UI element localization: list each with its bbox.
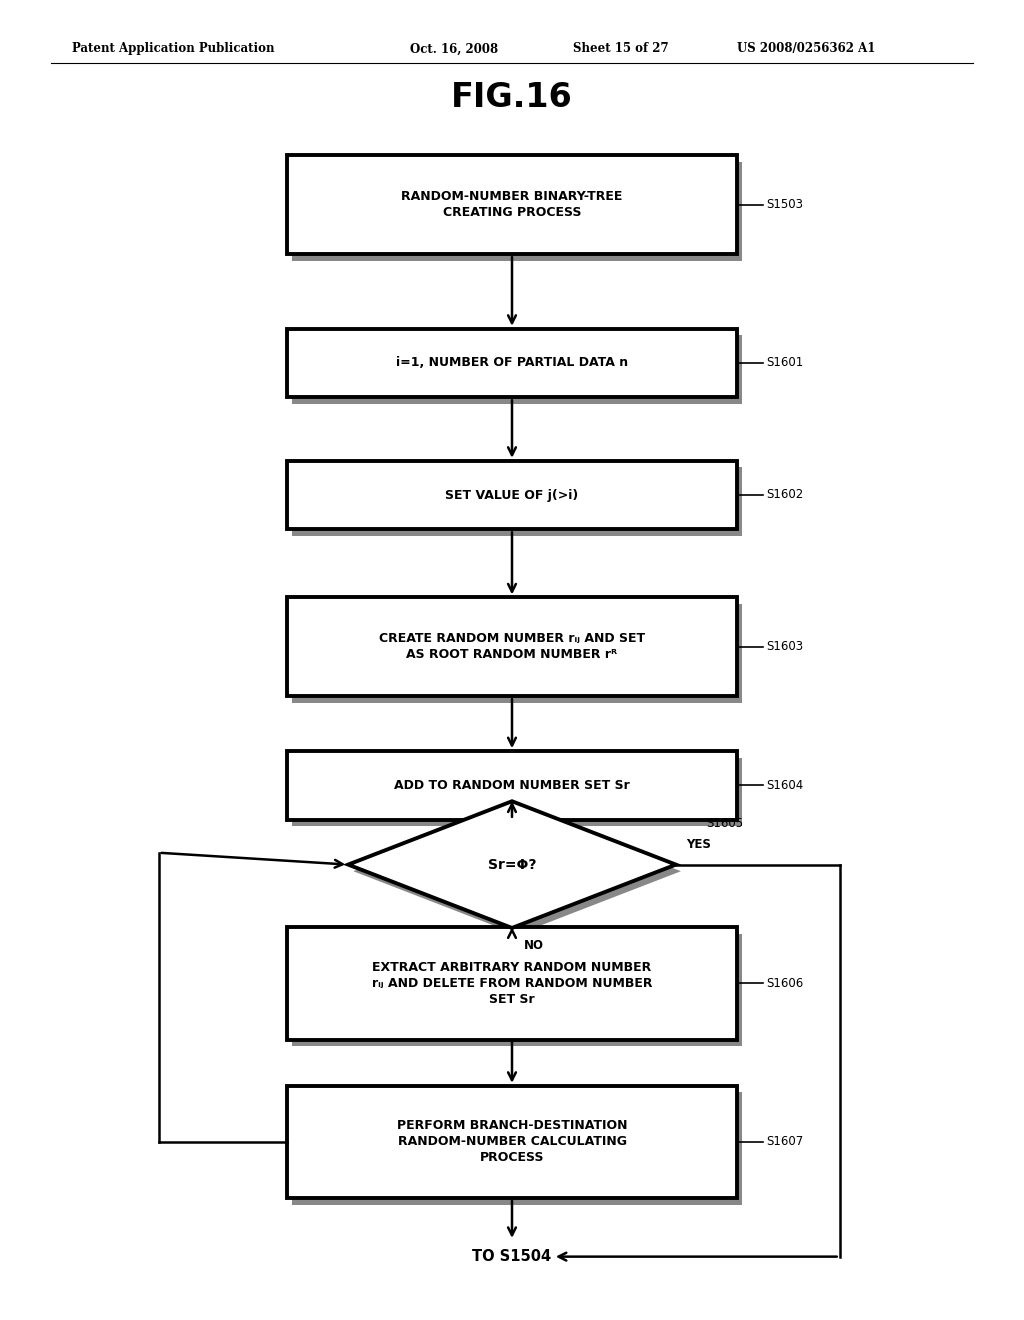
Text: NO: NO bbox=[524, 939, 545, 952]
Bar bbox=[287, 154, 737, 253]
Text: YES: YES bbox=[686, 838, 711, 851]
Bar bbox=[292, 1093, 742, 1204]
Bar bbox=[287, 1085, 737, 1199]
Text: ADD TO RANDOM NUMBER SET Sr: ADD TO RANDOM NUMBER SET Sr bbox=[394, 779, 630, 792]
Text: S1503: S1503 bbox=[766, 198, 803, 211]
Text: PERFORM BRANCH-DESTINATION
RANDOM-NUMBER CALCULATING
PROCESS: PERFORM BRANCH-DESTINATION RANDOM-NUMBER… bbox=[396, 1119, 628, 1164]
Text: i=1, NUMBER OF PARTIAL DATA n: i=1, NUMBER OF PARTIAL DATA n bbox=[396, 356, 628, 370]
Text: Patent Application Publication: Patent Application Publication bbox=[72, 42, 274, 55]
Polygon shape bbox=[353, 808, 681, 935]
Text: EXTRACT ARBITRARY RANDOM NUMBER
rᵢⱼ AND DELETE FROM RANDOM NUMBER
SET Sr: EXTRACT ARBITRARY RANDOM NUMBER rᵢⱼ AND … bbox=[372, 961, 652, 1006]
Text: TO S1504: TO S1504 bbox=[472, 1249, 552, 1265]
Text: US 2008/0256362 A1: US 2008/0256362 A1 bbox=[737, 42, 876, 55]
Bar bbox=[292, 335, 742, 404]
Bar bbox=[287, 461, 737, 529]
Bar bbox=[287, 597, 737, 697]
Bar bbox=[287, 927, 737, 1040]
Polygon shape bbox=[348, 801, 676, 928]
Text: S1603: S1603 bbox=[766, 640, 803, 653]
Text: RANDOM-NUMBER BINARY-TREE
CREATING PROCESS: RANDOM-NUMBER BINARY-TREE CREATING PROCE… bbox=[401, 190, 623, 219]
Bar bbox=[292, 758, 742, 826]
Bar bbox=[292, 162, 742, 261]
Bar bbox=[292, 605, 742, 702]
Text: Sheet 15 of 27: Sheet 15 of 27 bbox=[573, 42, 669, 55]
Text: FIG.16: FIG.16 bbox=[452, 81, 572, 114]
Text: Oct. 16, 2008: Oct. 16, 2008 bbox=[410, 42, 498, 55]
Text: CREATE RANDOM NUMBER rᵢⱼ AND SET
AS ROOT RANDOM NUMBER rᴿ: CREATE RANDOM NUMBER rᵢⱼ AND SET AS ROOT… bbox=[379, 632, 645, 661]
Bar bbox=[292, 935, 742, 1045]
Text: S1604: S1604 bbox=[766, 779, 803, 792]
Text: S1601: S1601 bbox=[766, 356, 803, 370]
Text: SET VALUE OF j(>i): SET VALUE OF j(>i) bbox=[445, 488, 579, 502]
Bar bbox=[292, 467, 742, 536]
Text: S1605: S1605 bbox=[707, 817, 743, 830]
Bar bbox=[287, 329, 737, 397]
Text: S1607: S1607 bbox=[766, 1135, 803, 1148]
Text: Sr=Φ?: Sr=Φ? bbox=[487, 858, 537, 871]
Bar bbox=[287, 751, 737, 820]
Text: S1606: S1606 bbox=[766, 977, 803, 990]
Text: S1602: S1602 bbox=[766, 488, 803, 502]
